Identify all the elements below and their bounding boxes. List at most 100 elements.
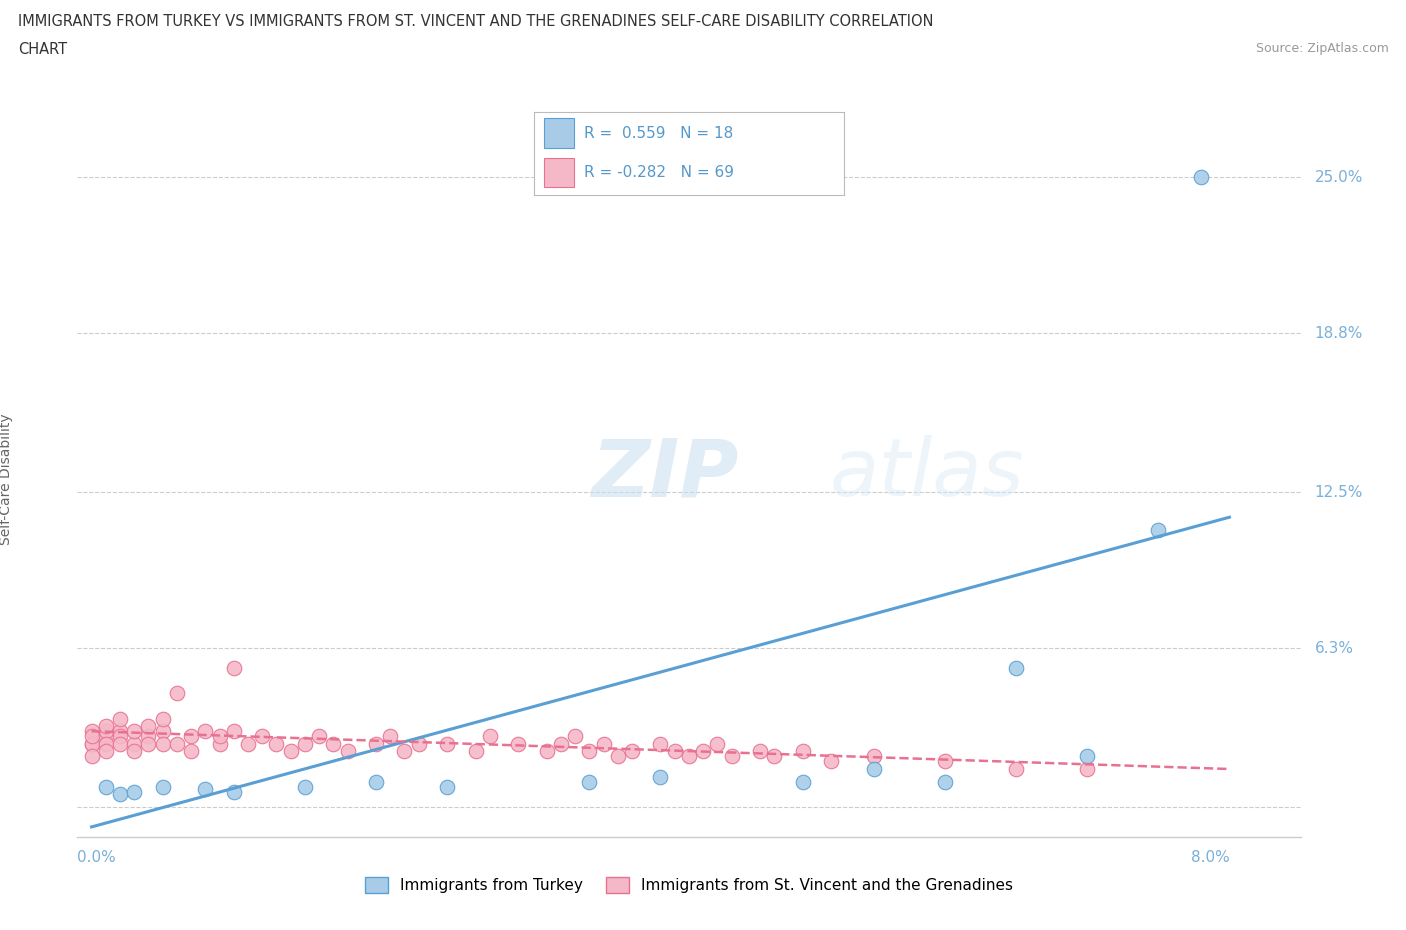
Point [94, 737, 117, 751]
Point [863, 762, 886, 777]
Point [508, 737, 530, 751]
Text: ZIP: ZIP [591, 435, 738, 513]
Point [122, 784, 145, 799]
Point [308, 729, 330, 744]
Point [80, 724, 103, 738]
Point [236, 737, 259, 751]
Point [763, 749, 786, 764]
Point [550, 737, 572, 751]
Point [336, 744, 359, 759]
Point [364, 774, 387, 789]
Text: 18.8%: 18.8% [1315, 326, 1364, 341]
Point [706, 737, 728, 751]
Text: CHART: CHART [18, 42, 67, 57]
Point [94, 779, 117, 794]
Point [578, 744, 600, 759]
Point [94, 744, 117, 759]
Point [621, 744, 644, 759]
Point [792, 744, 814, 759]
Point [222, 724, 245, 738]
Text: 8.0%: 8.0% [1191, 850, 1229, 865]
Point [208, 729, 231, 744]
Point [80, 749, 103, 764]
Point [122, 744, 145, 759]
Point [650, 737, 672, 751]
Point [194, 724, 217, 738]
FancyBboxPatch shape [544, 157, 575, 187]
Point [478, 729, 501, 744]
Point [94, 719, 117, 734]
Point [222, 784, 245, 799]
Point [934, 774, 956, 789]
Point [792, 774, 814, 789]
Text: IMMIGRANTS FROM TURKEY VS IMMIGRANTS FROM ST. VINCENT AND THE GRENADINES SELF-CA: IMMIGRANTS FROM TURKEY VS IMMIGRANTS FRO… [18, 14, 934, 29]
Point [80, 737, 103, 751]
Text: 25.0%: 25.0% [1315, 170, 1364, 185]
Point [1005, 661, 1028, 676]
Point [122, 737, 145, 751]
Text: 12.5%: 12.5% [1315, 485, 1364, 499]
Point [152, 779, 174, 794]
Point [934, 754, 956, 769]
Point [138, 729, 160, 744]
Point [108, 737, 131, 751]
Text: R = -0.282   N = 69: R = -0.282 N = 69 [583, 166, 734, 180]
Point [94, 729, 117, 744]
Point [578, 774, 600, 789]
Point [166, 737, 188, 751]
Point [1076, 749, 1098, 764]
Point [664, 744, 686, 759]
Point [280, 744, 302, 759]
Point [720, 749, 742, 764]
Point [536, 744, 558, 759]
Point [108, 729, 131, 744]
Point [80, 737, 103, 751]
Point [1189, 170, 1212, 185]
Point [436, 779, 458, 794]
Point [194, 782, 217, 797]
Point [749, 744, 772, 759]
Point [380, 729, 402, 744]
Point [408, 737, 430, 751]
Point [166, 686, 188, 701]
Point [294, 779, 316, 794]
Point [394, 744, 416, 759]
Point [94, 724, 117, 738]
Text: R =  0.559   N = 18: R = 0.559 N = 18 [583, 126, 733, 140]
Point [180, 729, 202, 744]
Point [1147, 523, 1170, 538]
Point [180, 744, 202, 759]
Point [138, 719, 160, 734]
Point [1076, 762, 1098, 777]
Point [252, 729, 274, 744]
FancyBboxPatch shape [544, 118, 575, 148]
Point [108, 787, 131, 802]
Point [152, 737, 174, 751]
Point [138, 737, 160, 751]
Text: atlas: atlas [830, 435, 1025, 513]
Point [650, 769, 672, 784]
Point [222, 661, 245, 676]
Point [863, 749, 886, 764]
Point [322, 737, 344, 751]
Point [266, 737, 288, 751]
Point [678, 749, 700, 764]
Point [1005, 762, 1028, 777]
Point [208, 737, 231, 751]
Text: 0.0%: 0.0% [77, 850, 117, 865]
Text: 6.3%: 6.3% [1315, 641, 1354, 656]
Point [464, 744, 486, 759]
Point [692, 744, 714, 759]
Point [564, 729, 586, 744]
Point [820, 754, 842, 769]
Point [364, 737, 387, 751]
Point [152, 724, 174, 738]
Point [122, 724, 145, 738]
Text: Self-Care Disability: Self-Care Disability [0, 414, 13, 545]
Point [606, 749, 628, 764]
Point [152, 711, 174, 726]
Point [436, 737, 458, 751]
Point [108, 724, 131, 738]
Legend: Immigrants from Turkey, Immigrants from St. Vincent and the Grenadines: Immigrants from Turkey, Immigrants from … [359, 870, 1019, 899]
Point [80, 729, 103, 744]
